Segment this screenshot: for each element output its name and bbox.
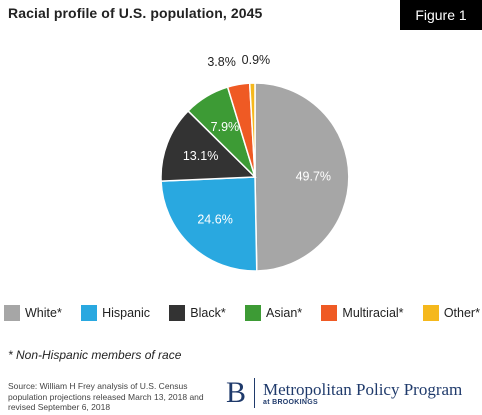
logo-letter: B xyxy=(226,378,256,408)
legend-label: Asian* xyxy=(266,306,303,320)
pie-chart: 49.7% 24.6% 13.1% 7.9% 3.8% 0.9% xyxy=(160,53,350,272)
pie-label-other: 0.9% xyxy=(242,53,271,67)
legend-label: Multiracial* xyxy=(342,306,404,320)
figure-badge: Figure 1 xyxy=(400,0,482,30)
pie-slices xyxy=(160,82,350,272)
logo-name: Metropolitan Policy Program xyxy=(263,380,463,399)
legend-item-multiracial: Multiracial* xyxy=(321,305,404,321)
legend-swatch xyxy=(169,305,186,321)
legend-item-hispanic: Hispanic xyxy=(81,305,150,321)
pie-slice-hispanic xyxy=(160,176,258,272)
brookings-logo: B Metropolitan Policy Program at BROOKIN… xyxy=(226,378,462,408)
pie-labels: 49.7% 24.6% 13.1% 7.9% 3.8% 0.9% xyxy=(183,53,331,226)
legend-swatch xyxy=(245,305,261,321)
legend-label: White* xyxy=(25,306,62,320)
pie-slice-white xyxy=(254,82,350,272)
legend-item-black: Black* xyxy=(169,305,226,321)
source-text: Source: William H Frey analysis of U.S. … xyxy=(8,381,204,412)
pie-label-black: 13.1% xyxy=(183,149,218,163)
legend-item-other: Other* xyxy=(422,305,480,321)
legend-label: Black* xyxy=(190,306,226,320)
legend-label: Other* xyxy=(443,306,480,320)
footnote: * Non-Hispanic members of race xyxy=(8,348,182,362)
pie-slice-black xyxy=(160,109,257,182)
legend-swatch xyxy=(81,305,98,321)
legend-swatch xyxy=(4,305,20,321)
chart-title: Racial profile of U.S. population, 2045 xyxy=(8,5,263,21)
legend-swatch xyxy=(321,305,338,321)
pie-label-multiracial: 3.8% xyxy=(207,55,236,69)
pie-label-asian: 7.9% xyxy=(211,120,240,134)
pie-label-hispanic: 24.6% xyxy=(197,213,232,227)
logo-subtitle: at BROOKINGS xyxy=(263,399,318,406)
legend: White* Hispanic Black* Asian* Multiracia… xyxy=(4,305,480,321)
legend-label: Hispanic xyxy=(102,306,151,320)
pie-label-white: 49.7% xyxy=(296,170,331,184)
pie-slice-other xyxy=(248,82,256,178)
logo-text: Metropolitan Policy Program at BROOKINGS xyxy=(263,380,462,406)
legend-item-asian: Asian* xyxy=(245,305,302,321)
legend-swatch xyxy=(422,305,439,321)
legend-item-white: White* xyxy=(4,305,62,321)
